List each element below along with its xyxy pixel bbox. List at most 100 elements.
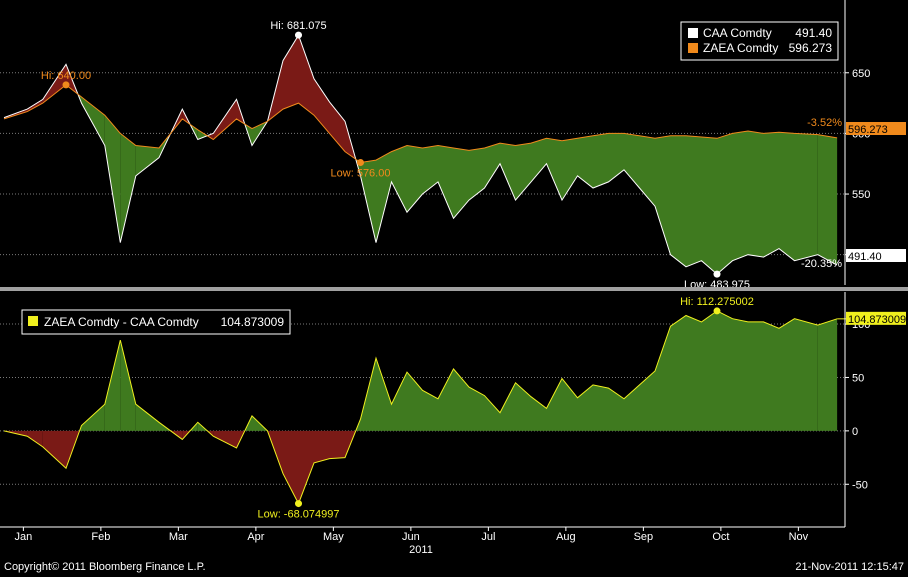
top-spread-segment <box>500 143 516 201</box>
bottom-spread-segment <box>422 390 438 431</box>
spread-low-label: Low: -68.074997 <box>258 509 340 521</box>
bottom-y-tick-label: 0 <box>852 426 858 438</box>
bottom-spread-segment <box>655 326 671 431</box>
top-legend[interactable]: CAA Comdty 491.40 ZAEA Comdty 596.273 <box>680 21 839 61</box>
zaea-high-marker <box>62 81 70 89</box>
x-tick-label-may: May <box>323 531 344 543</box>
bottom-spread-segment <box>732 318 748 431</box>
bottom-legend-box <box>21 309 291 335</box>
top-spread-segment <box>655 135 671 255</box>
bottom-spread-segment <box>469 387 485 431</box>
legend-swatch-zaea <box>688 43 698 53</box>
panel-divider[interactable] <box>0 287 908 291</box>
top-legend-box <box>680 21 839 61</box>
bottom-spread-segment <box>515 382 531 431</box>
bottom-spread-segment <box>779 318 795 431</box>
bottom-spread-segment <box>748 321 764 431</box>
bottom-spread-segment <box>104 340 121 431</box>
top-spread-segment <box>531 138 547 182</box>
bottom-spread-segment <box>213 430 237 448</box>
bottom-spread-segment <box>329 430 345 459</box>
top-spread-segment <box>120 133 136 243</box>
x-year-label: 2011 <box>409 544 433 556</box>
bottom-spread-segment <box>639 371 655 431</box>
caa-change-pct: -20.35% <box>801 258 842 270</box>
legend-swatch-caa <box>688 28 698 38</box>
zaea-low-marker <box>357 159 364 167</box>
top-spread-segment <box>639 135 655 207</box>
x-tick-label-jul: Jul <box>481 531 495 543</box>
top-spread-segment <box>577 135 593 188</box>
right-value-labels: -3.52% 596.273 -20.35% 491.40 104.873009 <box>801 117 906 326</box>
top-spread-segment <box>748 130 764 258</box>
bottom-spread-segment <box>817 318 838 431</box>
bottom-spread-segment <box>42 430 66 469</box>
top-spread-segment <box>701 137 717 275</box>
bottom-spread-segment <box>562 378 578 431</box>
bottom-spread-segment <box>81 404 105 431</box>
legend-label-zaea: ZAEA Comdty <box>703 41 778 55</box>
top-spread-segment <box>717 133 733 275</box>
zaea-low-label: Low: 576.00 <box>331 168 391 180</box>
caa-last-value-bg <box>846 249 906 262</box>
x-tick-label-oct: Oct <box>712 531 729 543</box>
bottom-spread-segment <box>484 395 500 431</box>
top-y-tick-label: 550 <box>852 189 870 201</box>
top-spread-segment <box>360 160 376 243</box>
bottom-panel-spread-fill <box>4 310 838 504</box>
top-panel-spread-fill <box>4 35 838 275</box>
zaea-series-line <box>3 84 838 164</box>
bottom-spread-segment <box>701 310 717 431</box>
x-tick-label-feb: Feb <box>91 531 110 543</box>
x-tick-label-apr: Apr <box>247 531 264 543</box>
bottom-spread-segment <box>670 315 686 431</box>
top-spread-segment <box>593 133 609 188</box>
x-tick-label-nov: Nov <box>789 531 809 543</box>
x-tick-label-jan: Jan <box>15 531 33 543</box>
top-spread-segment <box>546 138 562 201</box>
top-spread-segment <box>817 134 838 266</box>
bottom-y-tick-label: 50 <box>852 372 864 384</box>
caa-series-line <box>3 34 838 275</box>
bottom-spread-segment <box>717 310 733 431</box>
bottom-spread-segment <box>391 372 407 431</box>
bottom-legend[interactable]: ZAEA Comdty - CAA Comdty 104.873009 <box>21 309 291 335</box>
top-spread-segment <box>608 133 624 182</box>
top-y-tick-label: 650 <box>852 68 870 80</box>
legend-swatch-spread <box>28 316 38 326</box>
top-spread-segment <box>438 145 454 219</box>
top-spread-segment <box>283 35 299 110</box>
top-spread-segment <box>453 147 469 219</box>
top-spread-segment <box>732 130 748 261</box>
legend-label-spread: ZAEA Comdty - CAA Comdty <box>44 315 199 329</box>
x-tick-label-jun: Jun <box>402 531 420 543</box>
bottom-spread-segment <box>531 396 547 431</box>
caa-high-marker <box>295 31 302 39</box>
copyright-text: Copyright© 2011 Bloomberg Finance L.P. <box>4 561 206 573</box>
spread-low-marker <box>295 500 302 508</box>
legend-value-caa: 491.40 <box>795 26 832 40</box>
top-panel-lines <box>3 34 838 275</box>
spread-series-line <box>3 310 838 505</box>
top-spread-segment <box>794 133 818 261</box>
top-spread-segment <box>135 145 159 176</box>
bottom-spread-segment <box>120 340 136 431</box>
top-spread-segment <box>329 101 345 152</box>
bottom-spread-segment <box>453 368 469 431</box>
top-spread-segment <box>670 135 686 267</box>
top-spread-segment <box>104 115 121 243</box>
timestamp-text: 21-Nov-2011 12:15:47 <box>795 561 904 573</box>
bottom-spread-segment <box>500 382 516 431</box>
bottom-spread-segment <box>360 358 376 431</box>
legend-value-zaea: 596.273 <box>789 41 833 55</box>
bottom-y-tick-label: -50 <box>852 479 868 491</box>
x-tick-label-sep: Sep <box>634 531 654 543</box>
bottom-spread-segment <box>314 430 330 463</box>
bottom-spread-segment <box>438 368 454 431</box>
top-spread-segment <box>213 99 237 140</box>
spread-last-value: 104.873009 <box>848 314 906 326</box>
top-spread-segment <box>779 132 795 261</box>
bottom-spread-segment <box>376 358 392 431</box>
bottom-spread-segment <box>763 321 779 431</box>
